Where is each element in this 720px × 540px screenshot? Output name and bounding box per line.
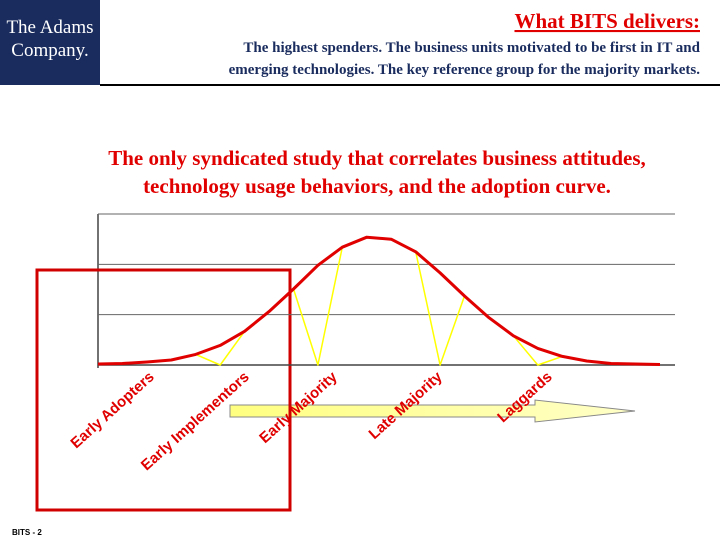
curve: [97, 235, 661, 366]
logo-line: Company.: [11, 40, 88, 61]
arrow: [229, 399, 636, 423]
logo-line: The Adams: [6, 17, 93, 38]
segment-label: Early Adopters: [67, 368, 157, 452]
header-subtitle: emerging technologies. The key reference…: [229, 62, 701, 78]
curve: [97, 236, 661, 366]
logo-box: [0, 0, 100, 85]
header-title: What BITS delivers:: [514, 9, 700, 33]
segment-label: Early Implementors: [138, 368, 253, 474]
footer: BITS - 2: [12, 528, 42, 537]
headline: technology usage behaviors, and the adop…: [143, 174, 611, 198]
header-subtitle: The highest spenders. The business units…: [243, 40, 700, 56]
headline: The only syndicated study that correlate…: [108, 146, 646, 170]
highlight-box: [35, 268, 292, 512]
